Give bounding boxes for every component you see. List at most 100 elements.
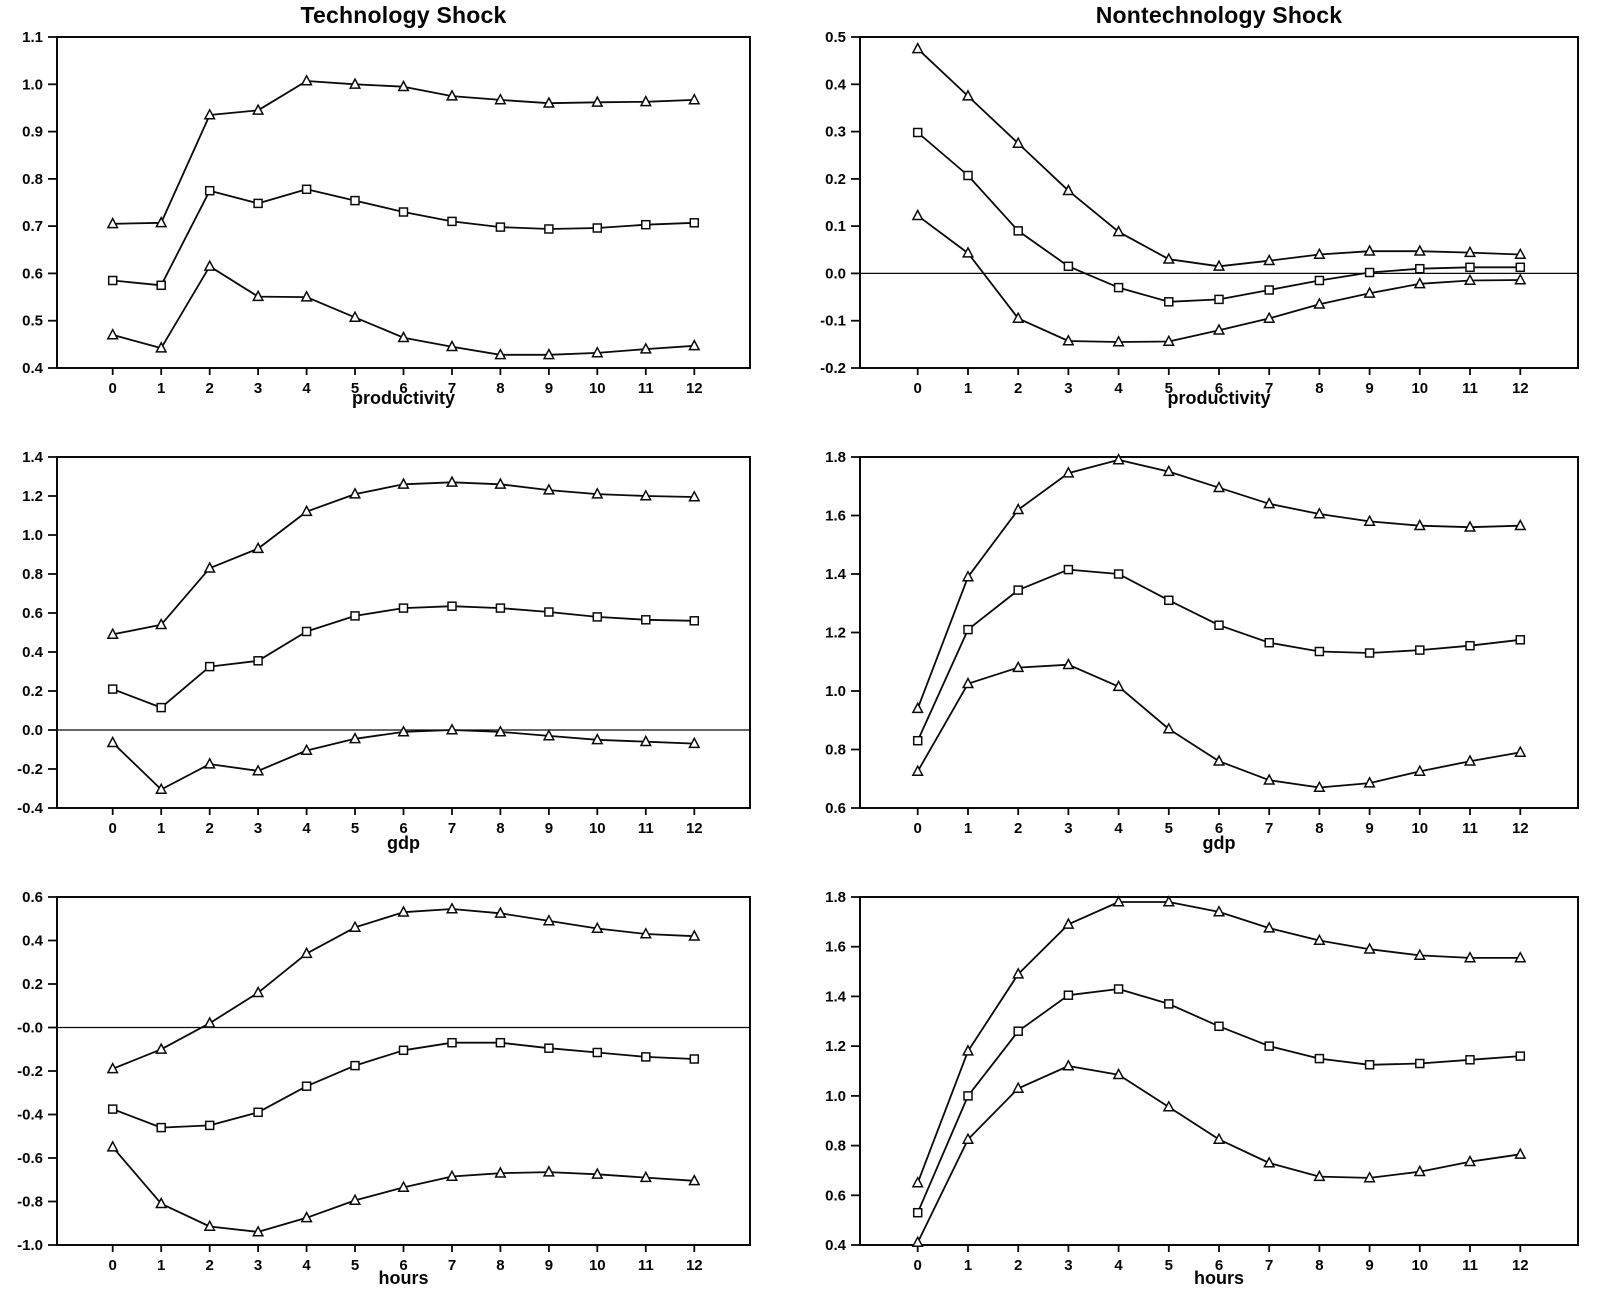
triangle-marker xyxy=(961,89,975,101)
square-marker xyxy=(1113,984,1124,994)
chart-nontechnology-hours: 0.4 0.6 0.8 1.0 1.2 1.4 1.6 1.8 0 1 2 3 4 5 6 7 8 9 10 11 12… xyxy=(806,860,1611,1303)
x-tick-label: 11 xyxy=(1462,820,1478,837)
x-tick-label: 11 xyxy=(1462,380,1478,397)
triangle-marker xyxy=(494,93,507,105)
triangle-marker xyxy=(106,217,119,229)
triangle-marker xyxy=(1212,323,1226,335)
x-tick-label: 6 xyxy=(399,1257,407,1274)
triangle-marker xyxy=(106,1140,119,1152)
column-title-technology-shock: Technology Shock xyxy=(300,2,507,28)
triangle-marker xyxy=(203,1219,216,1232)
triangle-marker xyxy=(1012,1081,1025,1093)
series-line xyxy=(916,568,1521,742)
y-tick-label: 0.4 xyxy=(825,1237,847,1254)
x-tick-label: 9 xyxy=(545,820,553,837)
square-marker xyxy=(495,1037,506,1048)
square-marker xyxy=(301,626,312,637)
series-upper-band xyxy=(911,895,1527,1188)
triangle-marker xyxy=(348,310,362,322)
triangle-marker xyxy=(591,733,604,745)
x-tick-label: 0 xyxy=(914,1257,922,1274)
x-tick-label: 3 xyxy=(1064,380,1072,397)
triangle-marker xyxy=(1514,247,1527,260)
triangle-marker xyxy=(961,246,975,258)
y-tick-label: 1.8 xyxy=(825,889,846,906)
series-lower-band xyxy=(911,208,1527,347)
square-marker xyxy=(1314,646,1325,657)
y-tick-label: 0.8 xyxy=(825,742,846,759)
square-marker xyxy=(641,219,651,230)
square-marker xyxy=(398,207,409,217)
triangle-marker xyxy=(397,330,410,343)
triangle-marker xyxy=(252,541,265,554)
square-marker xyxy=(350,611,360,621)
y-tick-label: 1.0 xyxy=(22,527,43,544)
square-marker xyxy=(963,624,973,635)
x-tick-label: 1 xyxy=(157,820,165,837)
y-tick-label: 0.4 xyxy=(825,76,847,93)
x-tick-label: 0 xyxy=(109,1257,117,1274)
x-axis-label: productivity xyxy=(352,388,455,408)
triangle-marker xyxy=(591,95,604,107)
x-tick-label: 1 xyxy=(964,380,972,397)
x-tick-label: 11 xyxy=(638,380,654,397)
series-upper-band xyxy=(106,902,701,1074)
square-marker xyxy=(641,1052,651,1062)
chart-cell-technology-gdp: -0.4 -0.2 0.0 0.2 0.4 0.6 0.8 1.0 1.2 1.4 0 1 2 3 4 5 6 7… xyxy=(0,420,806,860)
plot-frame xyxy=(859,896,1579,1246)
x-tick-label: 10 xyxy=(1411,820,1428,837)
x-tick-label: 2 xyxy=(1014,1257,1022,1274)
triangle-marker xyxy=(300,1211,313,1223)
x-axis-label: hours xyxy=(378,1268,428,1288)
x-tick-label: 11 xyxy=(638,1257,654,1274)
y-tick-label: 0.3 xyxy=(825,124,846,141)
series-line xyxy=(112,908,695,1070)
x-tick-label: 2 xyxy=(206,1257,214,1274)
x-tick-label: 10 xyxy=(1411,1257,1428,1274)
square-marker xyxy=(301,184,312,195)
triangle-marker xyxy=(1363,514,1376,526)
x-tick-label: 12 xyxy=(1512,820,1529,837)
triangle-marker xyxy=(445,89,459,101)
triangle-marker xyxy=(1463,520,1477,532)
triangle-marker xyxy=(911,701,924,714)
triangle-marker xyxy=(203,108,216,120)
square-marker xyxy=(204,1120,215,1131)
chart-svg: -0.4-0.20.00.20.40.60.81.01.21.40 1 2 3 4 5 6 7… xyxy=(17,449,751,853)
triangle-marker xyxy=(688,1174,701,1186)
y-tick-label: 0.1 xyxy=(825,218,846,235)
triangle-marker xyxy=(1463,754,1477,766)
x-tick-label: 2 xyxy=(206,820,214,837)
plot-frame xyxy=(56,456,751,809)
chart-technology-gdp: -0.4 -0.2 0.0 0.2 0.4 0.6 0.8 1.0 1.2 1.4 0 1 2 3 4 5 6 7… xyxy=(0,420,806,860)
y-tick-label: 0.4 xyxy=(22,933,44,950)
triangle-marker xyxy=(1413,277,1426,289)
x-tick-label: 12 xyxy=(686,1257,703,1274)
x-tick-label: 8 xyxy=(496,820,504,837)
triangle-marker xyxy=(688,736,701,749)
x-tick-label: 5 xyxy=(351,380,359,397)
triangle-marker xyxy=(688,929,701,941)
triangle-marker xyxy=(203,561,216,573)
triangle-marker xyxy=(911,764,924,776)
triangle-marker xyxy=(1212,905,1226,917)
y-tick-label: -0.1 xyxy=(820,313,846,330)
square-marker xyxy=(1364,648,1375,658)
triangle-marker xyxy=(639,927,652,939)
triangle-marker xyxy=(203,757,216,769)
triangle-marker xyxy=(1514,273,1527,285)
x-tick-label: 9 xyxy=(1365,1257,1373,1274)
square-marker xyxy=(963,170,973,181)
triangle-marker xyxy=(397,725,410,737)
triangle-marker xyxy=(1012,660,1025,673)
square-marker xyxy=(495,222,506,232)
triangle-marker xyxy=(1263,497,1276,509)
y-tick-label: -0.2 xyxy=(17,1063,43,1080)
triangle-marker xyxy=(397,79,410,92)
triangle-marker xyxy=(1313,780,1326,793)
triangle-marker xyxy=(106,735,119,748)
series-line xyxy=(916,663,1521,789)
triangle-marker xyxy=(445,475,459,487)
series-lower-band xyxy=(106,1140,701,1237)
square-marker xyxy=(1214,1021,1224,1032)
